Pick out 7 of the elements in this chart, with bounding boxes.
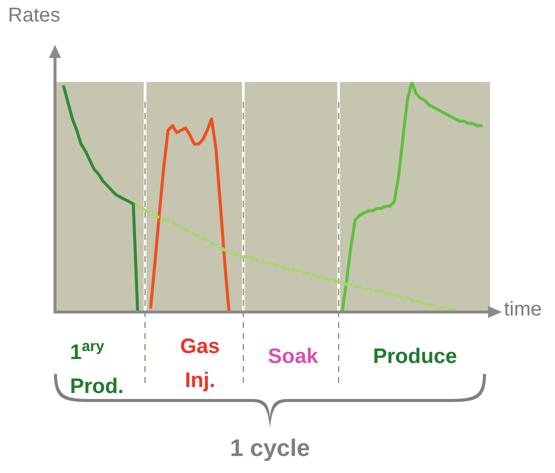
text: Produce [372, 344, 458, 370]
text: 1 cycle [228, 434, 312, 464]
text: 1$^{ary}$ Prod. [70, 338, 124, 398]
text: Soak [266, 344, 320, 370]
y-axis-title: Rates [8, 4, 60, 27]
text: Gas Inj. [179, 334, 221, 394]
x-axis-title: time [504, 298, 542, 321]
